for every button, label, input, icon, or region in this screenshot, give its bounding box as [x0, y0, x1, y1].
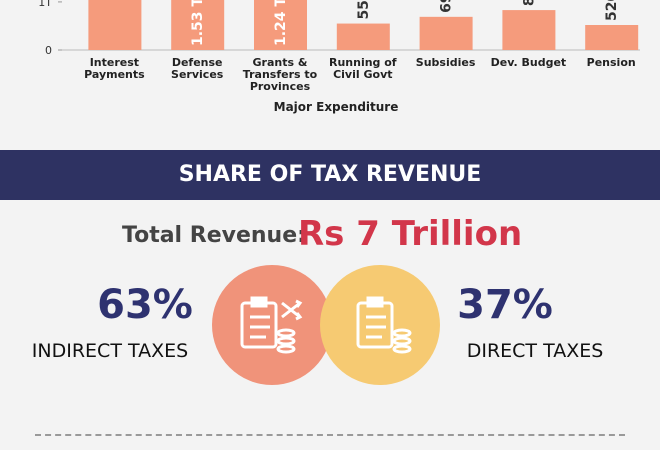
indirect-label: INDIRECT TAXES — [31, 340, 189, 362]
direct-label: DIRECT TAXES — [466, 340, 604, 362]
x-tick-label: Pension — [586, 56, 636, 69]
bar — [171, 0, 225, 51]
bar — [585, 25, 639, 50]
section-title: SHARE OF TAX REVENUE — [178, 162, 482, 187]
value-label: 690 B — [439, 0, 455, 13]
tax-circles — [212, 265, 440, 385]
indirect-icon — [240, 296, 303, 354]
value-label: 520 B — [604, 0, 620, 21]
total-value: Rs 7 Trillion — [298, 214, 523, 254]
y-tick-label: 0 — [45, 44, 52, 57]
value-label: 550 B — [356, 0, 372, 20]
x-tick-label: Subsidies — [415, 56, 476, 69]
bar — [502, 10, 556, 51]
total-label: Total Revenue: — [122, 223, 306, 248]
x-tick-label: Defense Services — [171, 56, 224, 81]
section-banner — [0, 150, 660, 200]
direct-icon — [356, 296, 412, 354]
value-label: 1.53 T — [190, 0, 206, 46]
x-tick-label: Running of Civil Govt — [328, 56, 397, 81]
x-tick-label: Grants & Transfers to Provinces — [242, 56, 318, 93]
bar — [336, 23, 390, 50]
bar — [88, 0, 142, 50]
direct-circle — [320, 265, 440, 385]
divider — [35, 434, 625, 436]
indirect-percent: 63% — [97, 282, 193, 328]
bar — [419, 16, 473, 50]
x-tick-label: Interest Payments — [84, 56, 145, 81]
bar — [254, 0, 307, 51]
x-axis-title: Major Expenditure — [273, 100, 399, 114]
value-label: 830 B — [521, 0, 537, 6]
indirect-circle — [212, 265, 332, 385]
expenditure-chart: 0 1T 1.53 T 1.24 T 550 B 690 B 830 B 520 B — [38, 0, 640, 57]
value-label: 1.24 T — [273, 0, 289, 46]
x-tick-label: Dev. Budget — [490, 56, 567, 69]
direct-percent: 37% — [457, 282, 553, 328]
y-tick-label: 1T — [38, 0, 52, 9]
